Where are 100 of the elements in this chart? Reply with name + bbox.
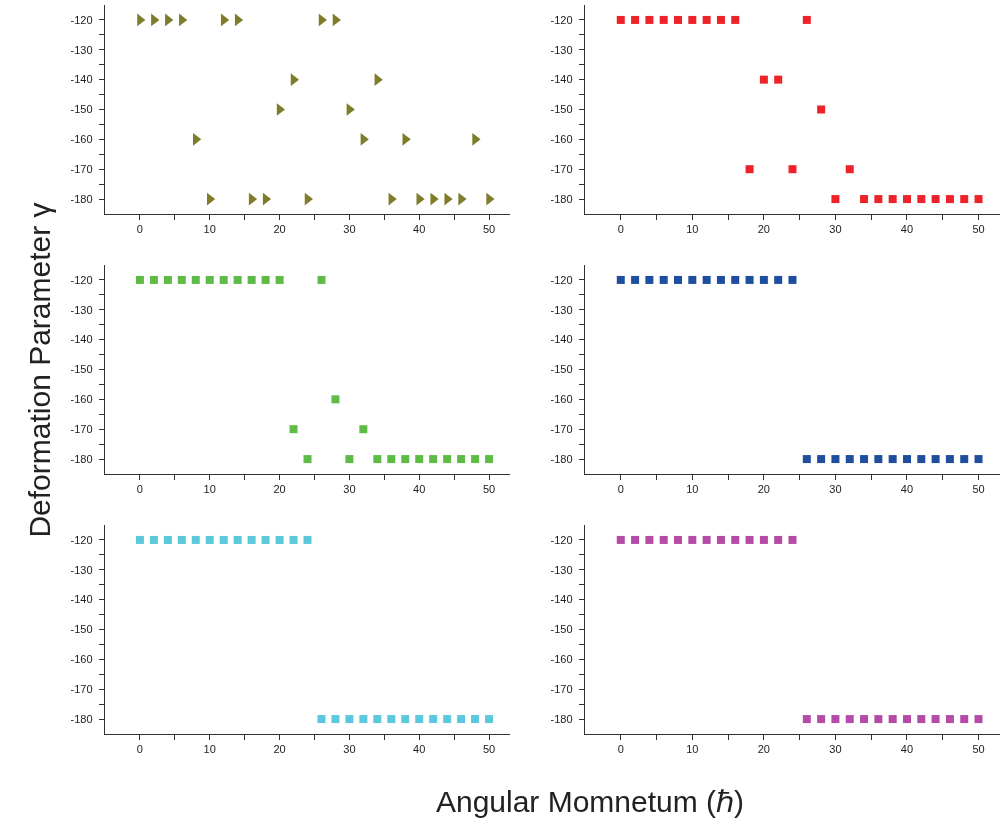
point	[674, 15, 683, 24]
point	[659, 15, 668, 24]
y-tick-label: -120	[550, 533, 573, 546]
x-tick-label: 50	[482, 223, 496, 236]
point	[802, 15, 811, 24]
x-tick-label: 10	[203, 223, 216, 236]
x-tick-label: 40	[413, 483, 426, 496]
point	[290, 73, 300, 86]
x-tick-label: 50	[972, 483, 985, 496]
point	[616, 15, 625, 24]
point	[759, 75, 768, 84]
point	[248, 192, 258, 206]
point	[845, 165, 854, 174]
x-tick-label: 30	[343, 223, 356, 236]
y-tick-label: -170	[70, 163, 93, 176]
x-tick-label: 40	[900, 223, 914, 236]
y-tick-label: -140	[70, 73, 93, 86]
x-tick-label: 10	[686, 483, 699, 496]
x-tick-label: 40	[900, 743, 914, 756]
y-tick-label: -180	[550, 452, 573, 465]
point	[234, 13, 244, 27]
point	[443, 455, 452, 464]
y-tick-label: -120	[70, 533, 93, 546]
y-tick-label: -170	[70, 683, 93, 696]
y-tick-label: -180	[550, 712, 573, 725]
x-tick-label: 0	[617, 223, 624, 236]
y-tick-label: -150	[70, 623, 93, 636]
point	[902, 195, 911, 204]
point	[860, 195, 869, 204]
y-tick-label: -130	[70, 43, 93, 56]
point	[276, 103, 286, 116]
x-tick-label: 30	[829, 743, 842, 756]
y-tick-label: -140	[550, 73, 573, 86]
point	[177, 275, 186, 284]
y-tick-label: -150	[550, 363, 573, 376]
point	[745, 165, 754, 174]
x-tick-label: 40	[413, 743, 426, 756]
point	[247, 275, 256, 284]
point	[731, 15, 740, 24]
x-tick-label: 0	[136, 223, 143, 236]
y-tick-label: -130	[70, 563, 93, 576]
x-axis-title: Angular Momnetum (ℏ)	[435, 783, 745, 820]
y-tick-label: -170	[550, 163, 573, 176]
y-tick-label: -120	[550, 13, 573, 26]
point	[631, 15, 640, 24]
point	[373, 455, 382, 464]
y-tick-label: -120	[70, 273, 93, 286]
y-tick-label: -180	[70, 712, 93, 725]
point	[457, 455, 466, 464]
x-tick-label: 10	[686, 743, 699, 756]
y-tick-label: -130	[550, 563, 573, 576]
point	[888, 195, 897, 204]
y-tick-label: -140	[70, 333, 93, 346]
x-tick-label: 50	[482, 743, 496, 756]
y-tick-label: -160	[70, 133, 93, 146]
y-tick-label: -140	[70, 593, 93, 606]
y-tick-label: -140	[550, 333, 573, 346]
point	[149, 275, 158, 284]
y-tick-label: -150	[550, 623, 573, 636]
y-tick-label: -140	[550, 593, 573, 606]
point	[205, 275, 214, 284]
y-tick-label: -160	[550, 393, 573, 406]
point	[788, 165, 797, 174]
point	[191, 275, 200, 284]
x-tick-label: 50	[972, 223, 985, 236]
point	[303, 455, 312, 464]
x-tick-label: 40	[413, 223, 426, 236]
point	[931, 195, 940, 204]
point	[874, 195, 883, 204]
y-tick-label: -170	[70, 423, 93, 436]
y-tick-label: -180	[70, 192, 93, 205]
point	[471, 455, 480, 464]
point	[317, 275, 326, 284]
x-tick-label: 10	[203, 483, 216, 496]
y-tick-label: -150	[70, 363, 93, 376]
point	[831, 195, 840, 204]
point	[359, 425, 368, 434]
x-tick-label: 10	[686, 223, 699, 236]
point	[645, 15, 654, 24]
point	[485, 455, 494, 464]
x-tick-label: 50	[482, 483, 496, 496]
x-tick-label: 0	[617, 743, 624, 756]
point	[960, 195, 969, 204]
y-tick-label: -160	[70, 653, 93, 666]
point	[220, 13, 230, 27]
x-tick-label: 50	[972, 743, 985, 756]
point	[135, 275, 144, 284]
x-tick-label: 0	[136, 743, 143, 756]
y-tick-label: -170	[550, 683, 573, 696]
x-tick-label: 30	[829, 483, 842, 496]
point	[345, 455, 354, 464]
y-tick-label: -160	[550, 133, 573, 146]
y-tick-label: -180	[550, 192, 573, 205]
y-tick-label: -150	[70, 103, 93, 116]
x-tick-label: 20	[757, 223, 771, 236]
x-tick-label: 30	[343, 483, 356, 496]
point	[817, 105, 826, 114]
point	[688, 15, 697, 24]
x-tick-label: 20	[273, 743, 286, 756]
point	[429, 455, 438, 464]
